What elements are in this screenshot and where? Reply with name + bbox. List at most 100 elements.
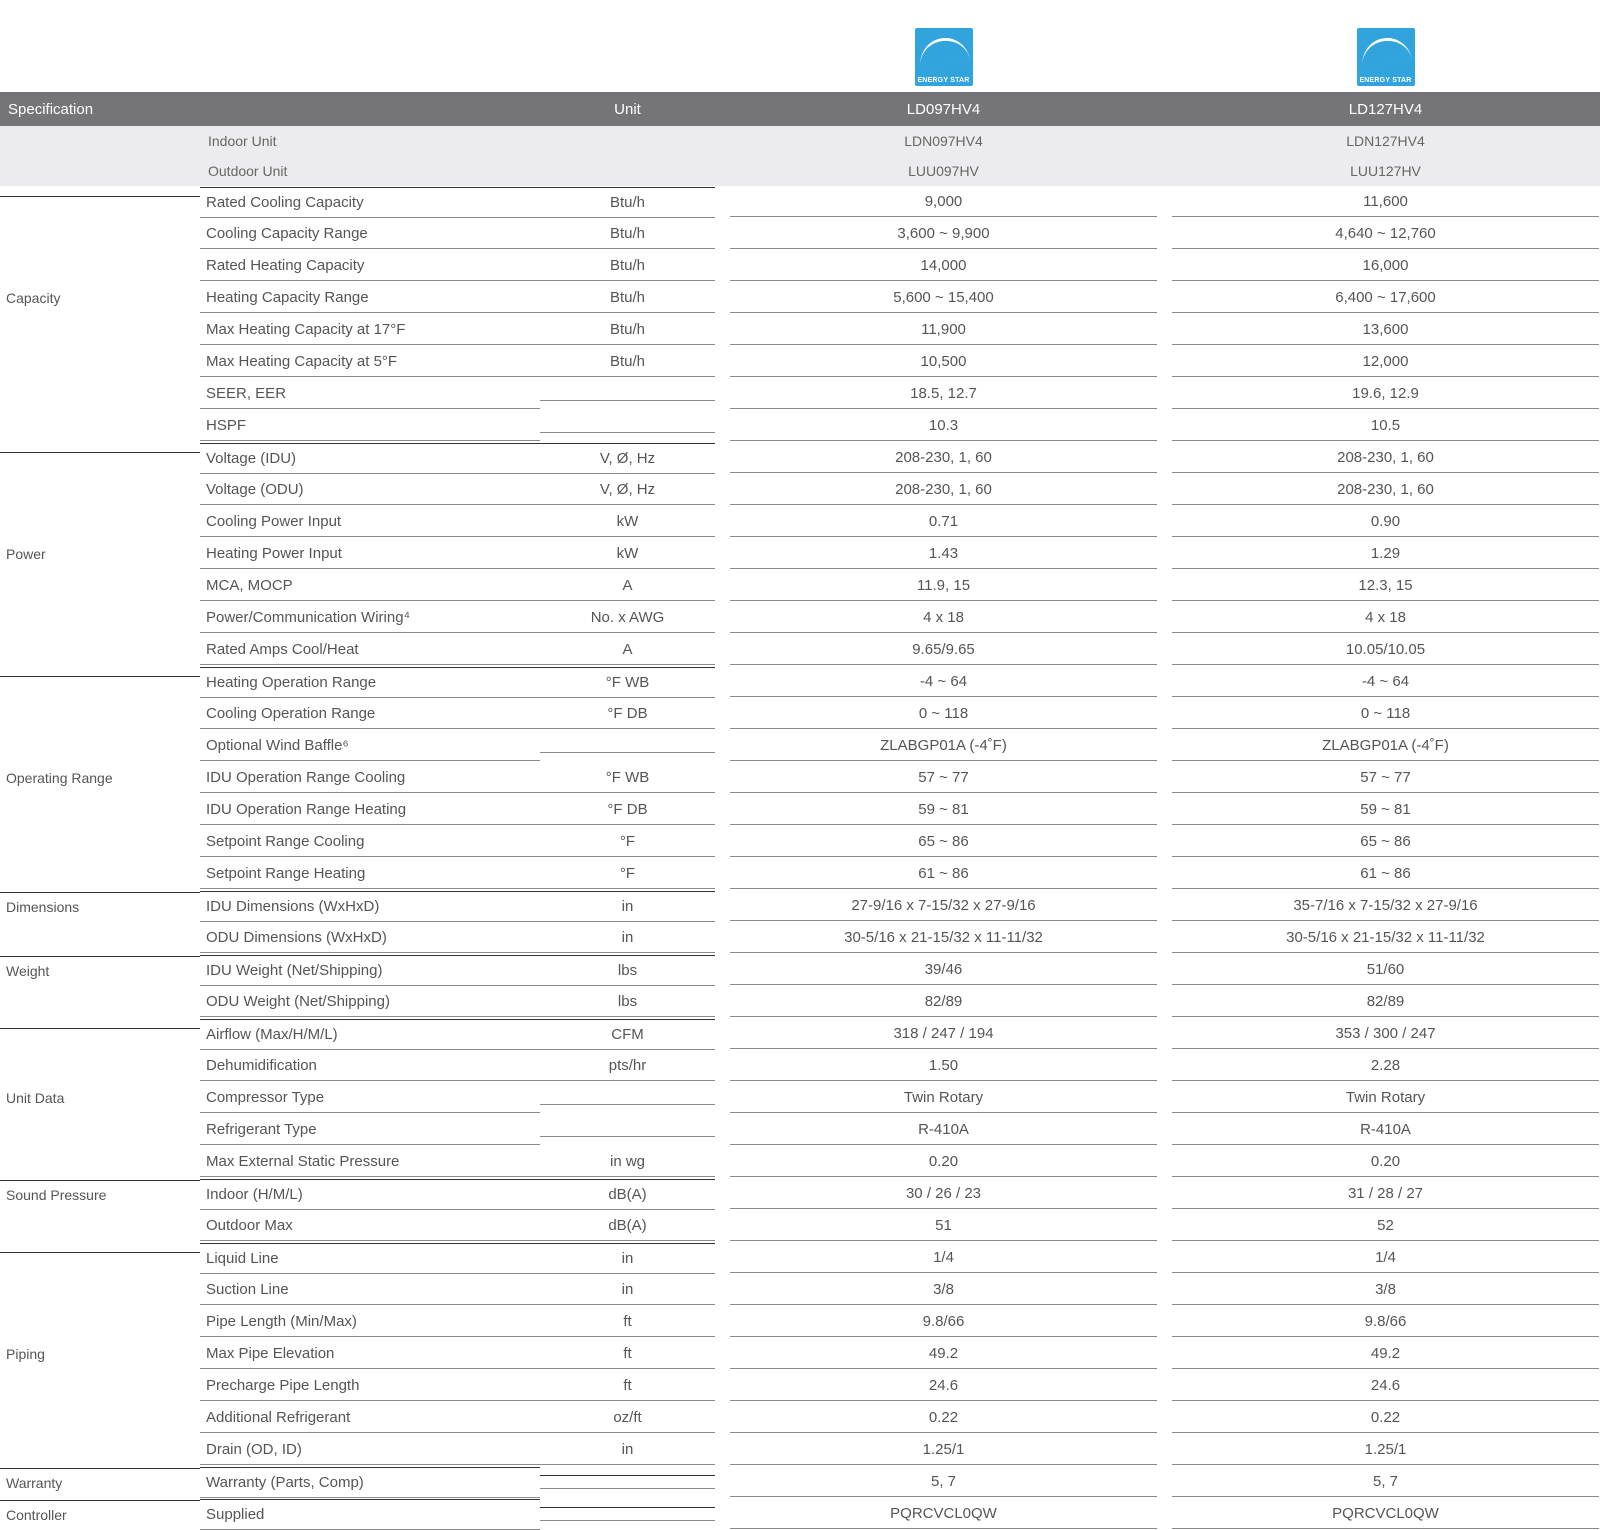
header-specification: Specification (0, 95, 540, 124)
spec-value-2: 208-230, 1, 60 (1172, 443, 1599, 473)
spec-value-1: 5,600 ~ 15,400 (730, 283, 1157, 313)
group-label (0, 676, 200, 689)
spec-value-1: 0.20 (730, 1147, 1157, 1177)
table-row: Drain (OD, ID)in1.25/11.25/1 (0, 1434, 1600, 1466)
spec-label: IDU Weight (Net/Shipping) (200, 955, 540, 986)
table-row: Pipe Length (Min/Max)ft9.8/669.8/66 (0, 1306, 1600, 1338)
header-model-1: LD097HV4 (730, 95, 1157, 124)
spec-value-2: 1.29 (1172, 539, 1599, 569)
spec-value-1: 208-230, 1, 60 (730, 443, 1157, 473)
table-row: PowerHeating Power InputkW1.431.29 (0, 538, 1600, 570)
spec-value-1: 0 ~ 118 (730, 699, 1157, 729)
spec-value-2: 30-5/16 x 21-15/32 x 11-11/32 (1172, 923, 1599, 953)
subheader-rows: Indoor UnitLDN097HV4LDN127HV4Outdoor Uni… (0, 126, 1600, 186)
spec-label: ODU Weight (Net/Shipping) (200, 987, 540, 1017)
group-label (0, 260, 200, 272)
spec-label: Warranty (Parts, Comp) (200, 1467, 540, 1498)
spec-unit (540, 1092, 715, 1105)
spec-value-2: 6,400 ~ 17,600 (1172, 283, 1599, 313)
spec-value-1: 14,000 (730, 251, 1157, 281)
spec-label: IDU Operation Range Cooling (200, 763, 540, 793)
spec-unit: dB(A) (540, 1179, 715, 1210)
group-label (0, 388, 200, 400)
spec-value-2: 65 ~ 86 (1172, 827, 1599, 857)
spec-value-2: 0.20 (1172, 1147, 1599, 1177)
table-row: Rated Amps Cool/HeatA9.65/9.6510.05/10.0… (0, 634, 1600, 666)
group-label (0, 484, 200, 496)
spec-value-1: 9,000 (730, 187, 1157, 217)
spec-value-2: PQRCVCL0QW (1172, 1499, 1599, 1529)
section-rows: Rated Cooling CapacityBtu/h9,00011,600Co… (0, 186, 1600, 1530)
spec-value-2: 1/4 (1172, 1243, 1599, 1273)
spec-label: Compressor Type (200, 1083, 540, 1113)
subheader-value-2: LDN127HV4 (1172, 127, 1599, 155)
table-row: Rated Heating CapacityBtu/h14,00016,000 (0, 250, 1600, 282)
group-label (0, 612, 200, 624)
spec-label: ODU Dimensions (WxHxD) (200, 923, 540, 953)
spec-value-2: 0 ~ 118 (1172, 699, 1599, 729)
spec-value-1: 24.6 (730, 1371, 1157, 1401)
spec-value-2: ZLABGP01A (-4˚F) (1172, 731, 1599, 761)
group-label (0, 228, 200, 240)
group-label (0, 932, 200, 944)
spec-value-2: 61 ~ 86 (1172, 859, 1599, 889)
spec-value-2: 10.5 (1172, 411, 1599, 441)
group-label: Sound Pressure (0, 1180, 200, 1209)
spec-value-1: 1/4 (730, 1243, 1157, 1273)
spec-value-2: 0.90 (1172, 507, 1599, 537)
subheader-row: Indoor UnitLDN097HV4LDN127HV4 (0, 126, 1600, 156)
spec-unit: A (540, 635, 715, 665)
spec-value-2: 12.3, 15 (1172, 571, 1599, 601)
spec-label: Max Pipe Elevation (200, 1339, 540, 1369)
spec-value-2: 59 ~ 81 (1172, 795, 1599, 825)
spec-label: SEER, EER (200, 379, 540, 409)
group-label: Piping (0, 1340, 200, 1368)
group-label (0, 420, 200, 432)
table-row: ODU Weight (Net/Shipping)lbs82/8982/89 (0, 986, 1600, 1018)
spec-value-2: 208-230, 1, 60 (1172, 475, 1599, 505)
spec-label: Liquid Line (200, 1243, 540, 1274)
spec-value-1: PQRCVCL0QW (730, 1499, 1157, 1529)
subheader-row: Outdoor UnitLUU097HVLUU127HV (0, 156, 1600, 186)
energy-star-icon: ENERGY STAR (1357, 28, 1415, 86)
spec-unit: °F (540, 827, 715, 857)
spec-value-2: 0.22 (1172, 1403, 1599, 1433)
group-label (0, 1220, 200, 1232)
group-label (0, 804, 200, 816)
spec-label: Additional Refrigerant (200, 1403, 540, 1433)
group-label (0, 1028, 200, 1041)
spec-value-1: ZLABGP01A (-4˚F) (730, 731, 1157, 761)
subheader-value-2: LUU127HV (1172, 157, 1599, 185)
table-row: Refrigerant TypeR-410AR-410A (0, 1114, 1600, 1146)
table-row: DimensionsIDU Dimensions (WxHxD)in27-9/1… (0, 890, 1600, 922)
table-row: Optional Wind Baffle⁶ZLABGP01A (-4˚F)ZLA… (0, 730, 1600, 762)
group-label: Warranty (0, 1468, 200, 1497)
spec-value-2: 16,000 (1172, 251, 1599, 281)
spec-unit: kW (540, 539, 715, 569)
subheader-label: Indoor Unit (200, 127, 540, 155)
table-row: Outdoor MaxdB(A)5152 (0, 1210, 1600, 1242)
spec-unit: oz/ft (540, 1403, 715, 1433)
group-label (0, 836, 200, 848)
spec-value-1: 65 ~ 86 (730, 827, 1157, 857)
group-label (0, 1124, 200, 1136)
table-row: Suction Linein3/83/8 (0, 1274, 1600, 1306)
header-unit: Unit (540, 95, 715, 124)
spec-unit: V, Ø, Hz (540, 475, 715, 505)
group-label (0, 1060, 200, 1072)
badge-label: ENERGY STAR (915, 77, 973, 84)
group-label (0, 324, 200, 336)
group-label: Power (0, 540, 200, 568)
group-label (0, 644, 200, 656)
table-row: ControllerSuppliedPQRCVCL0QWPQRCVCL0QW (0, 1498, 1600, 1530)
spec-label: Refrigerant Type (200, 1115, 540, 1145)
spec-value-2: 35-7/16 x 7-15/32 x 27-9/16 (1172, 891, 1599, 921)
badge-label: ENERGY STAR (1357, 77, 1415, 84)
spec-value-2: 11,600 (1172, 187, 1599, 217)
spec-unit: Btu/h (540, 251, 715, 281)
spec-value-1: 11,900 (730, 315, 1157, 345)
spec-label: Voltage (ODU) (200, 475, 540, 505)
group-label (0, 580, 200, 592)
spec-label: IDU Dimensions (WxHxD) (200, 891, 540, 922)
table-row: Cooling Power InputkW0.710.90 (0, 506, 1600, 538)
